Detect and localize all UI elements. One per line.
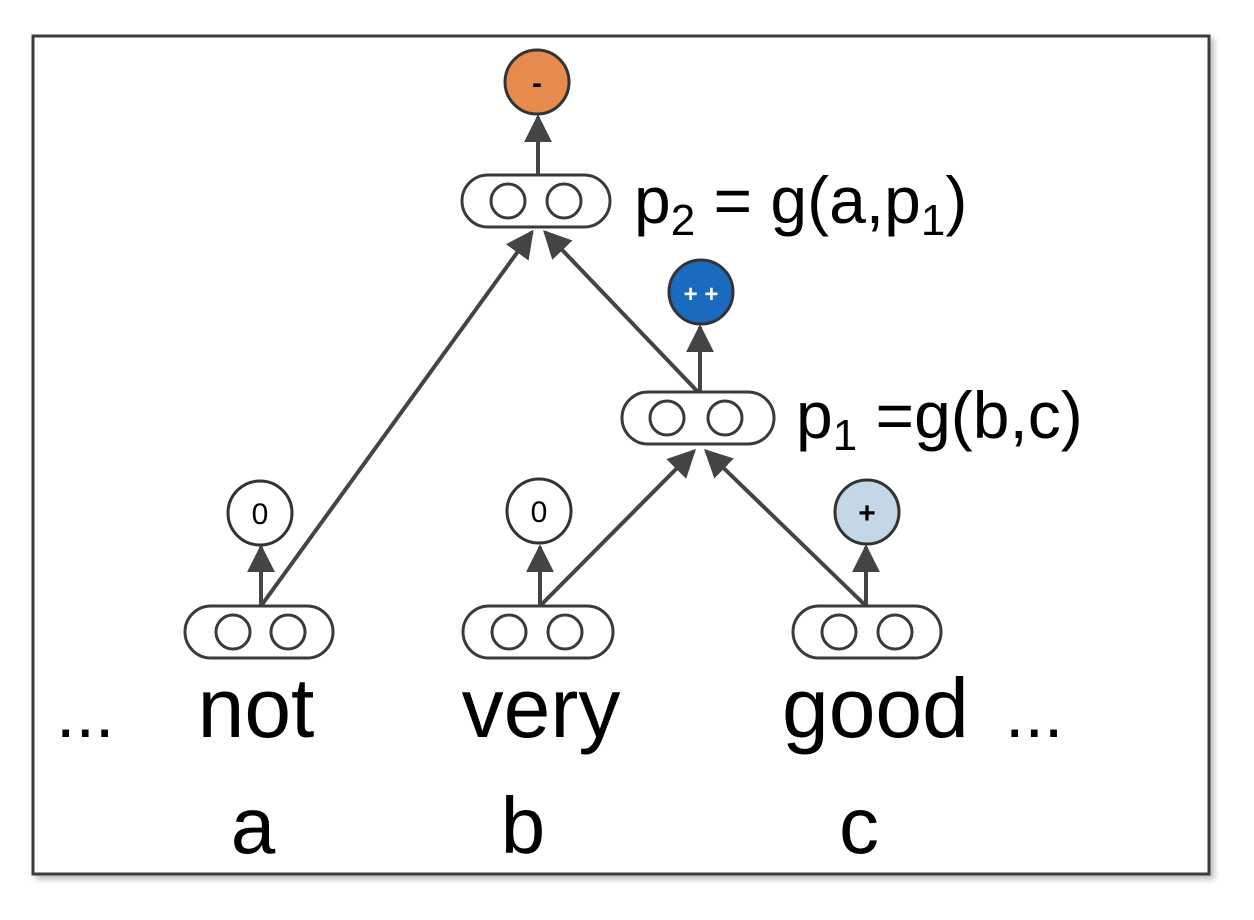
edge-p1-to-p2 [543, 229, 700, 394]
sentiment-good-label: + [858, 497, 876, 530]
formula-p1: p1 =g(b,c) [796, 378, 1083, 460]
sentiment-not: 0 [226, 479, 294, 547]
formula-p2: p2 = g(a,p1) [634, 163, 967, 245]
tree-edges [247, 114, 880, 608]
var-a: a [231, 781, 276, 870]
sentiment-p2-label: - [532, 67, 542, 100]
word-not: not [198, 661, 315, 755]
var-b: b [501, 781, 546, 870]
ellipsis-right: ... [1005, 674, 1063, 752]
diagram-frame [31, 34, 1211, 876]
sentiment-p2: - [503, 48, 571, 116]
sentiment-not-label: 0 [252, 498, 269, 531]
node-very-vector [461, 604, 615, 660]
edge-good-to-p1 [703, 449, 868, 608]
sentiment-very: 0 [505, 477, 573, 545]
sentiment-good: + [833, 478, 901, 546]
var-c: c [839, 781, 879, 870]
node-not-vector [183, 604, 335, 660]
sentiment-very-label: 0 [531, 496, 548, 529]
sentiment-p1: + + [667, 258, 735, 326]
sentiment-p1-label: + + [684, 281, 719, 308]
node-p2-vector [460, 173, 612, 229]
edge-not-to-p2 [259, 229, 534, 608]
word-good: good [782, 661, 969, 755]
ellipsis-left: ... [56, 674, 114, 752]
edge-very-to-p1 [538, 449, 696, 608]
word-very: very [462, 661, 621, 755]
node-p1-vector [620, 390, 776, 446]
node-good-vector [791, 604, 943, 660]
